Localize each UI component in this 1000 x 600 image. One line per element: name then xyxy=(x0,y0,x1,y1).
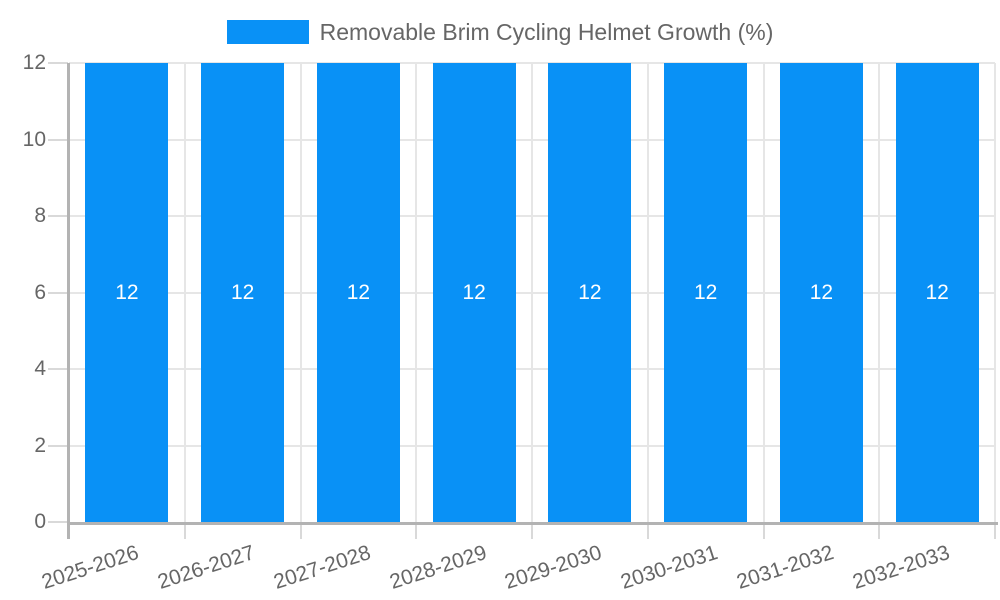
bar-value-label: 12 xyxy=(693,280,718,304)
x-tick-label: 2025-2026 xyxy=(39,541,142,594)
x-tick-label: 2031-2032 xyxy=(733,541,837,594)
x-axis-line xyxy=(67,522,998,525)
y-tick-mark xyxy=(48,444,68,447)
x-tick-mark xyxy=(299,525,302,539)
bar-value-label: 12 xyxy=(462,280,486,304)
y-tick-label: 12 xyxy=(22,51,46,74)
bar-value-label: 12 xyxy=(925,280,949,304)
x-tick-mark xyxy=(762,525,765,539)
bar[interactable]: 12 xyxy=(548,63,632,522)
gridline-vertical xyxy=(299,63,302,522)
y-tick-label: 2 xyxy=(34,433,46,457)
gridline-vertical xyxy=(531,63,533,522)
gridline-vertical xyxy=(878,63,881,522)
bar-value-label: 12 xyxy=(346,280,371,304)
x-tick-label: 2029-2030 xyxy=(502,541,605,594)
bar-value-label: 12 xyxy=(578,280,602,304)
y-tick-mark xyxy=(48,521,68,523)
y-tick-mark xyxy=(48,215,68,217)
bar-value-label: 12 xyxy=(230,280,255,304)
y-axis-line xyxy=(67,63,70,539)
y-tick-label: 10 xyxy=(22,127,46,151)
x-tick-label: 2027-2028 xyxy=(270,541,374,594)
bar-value-label: 12 xyxy=(115,280,139,304)
x-tick-mark xyxy=(878,525,881,539)
y-tick-label: 0 xyxy=(34,510,46,533)
x-tick-label: 2030-2031 xyxy=(618,541,721,594)
y-tick-mark xyxy=(48,368,68,370)
gridline-vertical xyxy=(994,63,996,522)
x-tick-mark xyxy=(646,525,649,539)
y-tick-label: 4 xyxy=(34,357,46,380)
x-tick-label: 2028-2029 xyxy=(386,541,490,594)
y-tick-mark xyxy=(48,62,68,64)
x-tick-mark xyxy=(531,525,533,539)
x-tick-label: 2032-2033 xyxy=(849,541,953,594)
y-tick-mark xyxy=(48,138,68,141)
bar[interactable]: 12 xyxy=(779,63,863,522)
x-tick-mark xyxy=(415,525,418,539)
y-tick-mark xyxy=(48,291,68,294)
chart-legend[interactable]: Removable Brim Cycling Helmet Growth (%) xyxy=(0,18,1000,45)
gridline-vertical xyxy=(183,63,186,522)
bar[interactable]: 12 xyxy=(432,63,516,522)
bar[interactable]: 12 xyxy=(85,63,169,522)
gridline-vertical xyxy=(646,63,649,522)
gridline-vertical xyxy=(415,63,418,522)
x-tick-mark xyxy=(183,525,186,539)
bar[interactable]: 12 xyxy=(201,63,285,522)
bar[interactable]: 12 xyxy=(316,63,400,522)
y-tick-label: 8 xyxy=(34,204,46,227)
legend-series-label: Removable Brim Cycling Helmet Growth (%) xyxy=(319,18,774,45)
bar-value-label: 12 xyxy=(809,280,834,304)
gridline-vertical xyxy=(762,63,765,522)
y-tick-label: 6 xyxy=(34,280,46,304)
x-tick-label: 2026-2027 xyxy=(155,541,258,594)
bar[interactable]: 12 xyxy=(664,63,748,522)
legend-swatch-icon xyxy=(226,20,309,44)
bar[interactable]: 12 xyxy=(895,63,979,522)
x-tick-mark xyxy=(994,525,996,539)
